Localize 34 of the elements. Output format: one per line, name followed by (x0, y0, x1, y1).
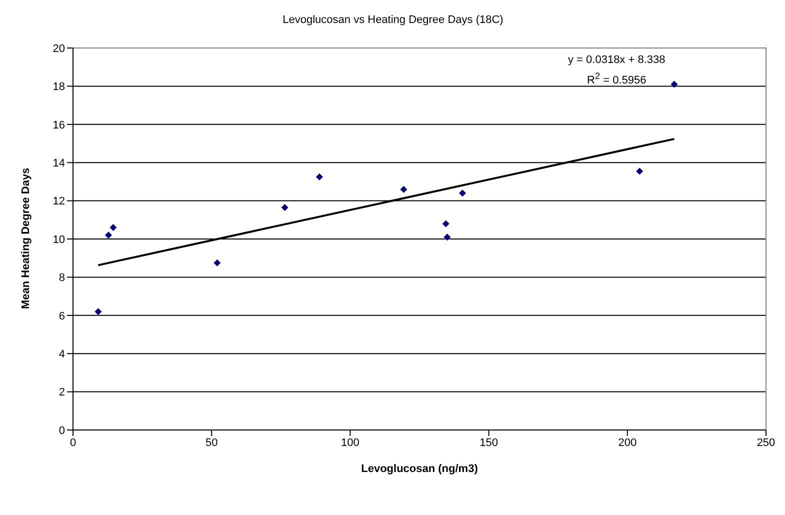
y-tick-label: 14 (52, 158, 65, 170)
y-tick-label: 16 (52, 119, 65, 132)
x-tick-label: 200 (618, 436, 637, 449)
point (444, 234, 451, 241)
x-tick-label: 250 (756, 436, 776, 449)
y-tick-label: 0 (58, 424, 65, 437)
point (316, 173, 323, 180)
annotation: R$^{2}$ = 0.5956 (586, 70, 648, 89)
y-tick-label: 8 (58, 272, 65, 284)
point (104, 232, 112, 239)
point (670, 80, 678, 88)
y-tick-label: 10 (52, 234, 65, 246)
y-tick-label: 6 (58, 310, 65, 322)
y-axis-title: Mean Heating Degree Days (20, 168, 32, 309)
x-axis-title: Levoglucosan (ng/m3) (361, 463, 478, 475)
point (281, 204, 288, 211)
point (400, 186, 408, 193)
point (636, 168, 644, 175)
x-tick-label: 150 (480, 436, 498, 449)
y-tick-label: 18 (52, 81, 65, 94)
x-tick-label: 100 (341, 436, 360, 449)
y-tick-label: 20 (52, 42, 65, 55)
x-tick-label: 50 (205, 436, 218, 449)
point (110, 224, 117, 232)
y-tick-label: 12 (52, 196, 65, 208)
chart-title: Levoglucosan vs Heating Degree Days (18C) (282, 14, 504, 26)
point (442, 220, 450, 228)
annotation: y = 0.0318x + 8.338 (568, 53, 666, 68)
point (94, 308, 102, 316)
x-tick-label: 0 (70, 436, 76, 449)
point (214, 259, 221, 266)
y-tick-label: 2 (58, 386, 65, 399)
y-tick-label: 4 (58, 348, 65, 361)
point (458, 190, 466, 197)
